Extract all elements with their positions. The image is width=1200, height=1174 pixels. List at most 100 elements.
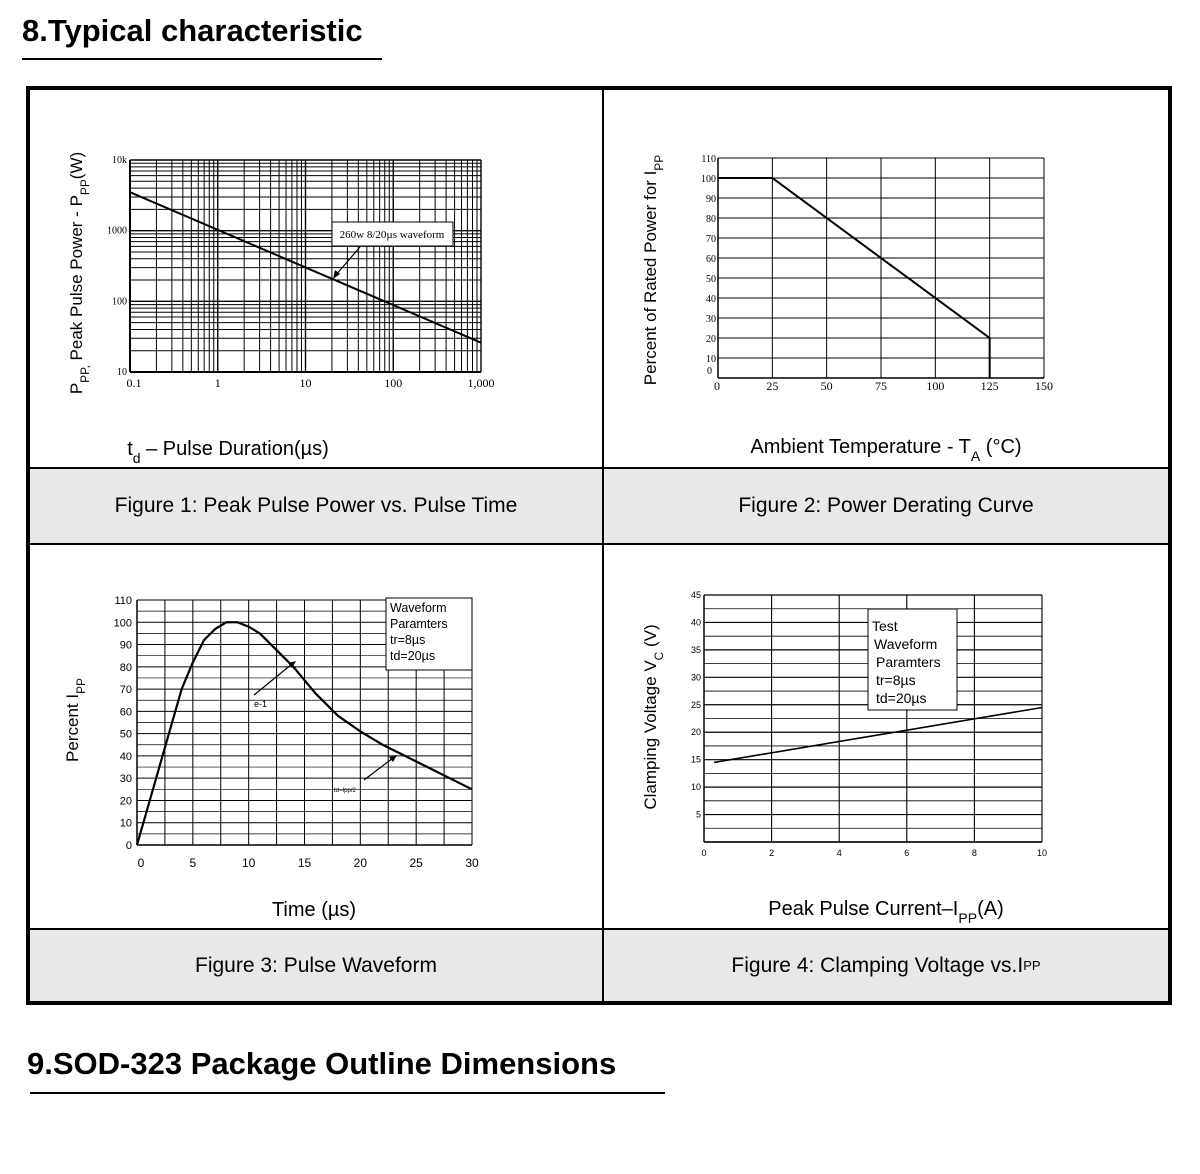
- fig3-x-axis-label: Time (µs): [272, 899, 356, 921]
- fig1-y-tick-label: 10k: [112, 155, 127, 166]
- section-8-title: 8.Typical characteristic: [22, 13, 363, 48]
- fig1-y-axis-label: PPP, Peak Pulse Power - PPP(W): [67, 152, 92, 394]
- fig1-x-tick-label: 100: [384, 376, 402, 390]
- fig3-legend-line: Waveform: [390, 601, 447, 615]
- fig2-y-axis-label-part-1: PP: [652, 155, 666, 171]
- fig4-series-line: [714, 706, 1043, 764]
- fig4-y-tick-label: 30: [691, 672, 701, 682]
- grid-divider-vertical: [602, 90, 604, 1001]
- fig4-x-tick-label: 8: [972, 848, 977, 858]
- fig4-legend-line: Paramters: [876, 654, 941, 670]
- fig2-y-tick-label: 30: [706, 314, 716, 325]
- fig2-y-axis-label: Percent of Rated Power for IPP: [641, 155, 666, 385]
- fig1-y-axis-label-part-0: P: [67, 383, 86, 394]
- figure-1-caption: Figure 1: Peak Pulse Power vs. Pulse Tim…: [30, 469, 602, 543]
- fig4-y-axis-label-part-2: (V): [641, 624, 660, 651]
- fig4-y-tick-label: 5: [696, 810, 701, 820]
- fig2-x-tick-label: 50: [821, 379, 833, 393]
- fig3-y-tick-label: 70: [120, 684, 132, 696]
- fig2-y-tick-label: 70: [706, 234, 716, 245]
- fig2-y-tick-label: 20: [706, 334, 716, 345]
- fig3-annotation-e-arrow: [253, 663, 293, 696]
- section-9-title: 9.SOD-323 Package Outline Dimensions: [27, 1046, 617, 1081]
- section-8-rule: [22, 58, 382, 60]
- fig3-y-tick-label: 90: [120, 640, 132, 652]
- fig1-annotation-arrowhead: [333, 270, 340, 279]
- figures-grid: Figure 1: Peak Pulse Power vs. Pulse Tim…: [26, 86, 1172, 1005]
- fig2-x-tick-label: 25: [766, 379, 778, 393]
- fig3-annotation-e-arrowhead: [288, 661, 296, 668]
- grid-divider-row1-bottom: [30, 543, 1168, 545]
- fig3-y-tick-label: 60: [120, 706, 132, 718]
- fig2-x-axis-label-part-0: Ambient Temperature - T: [750, 436, 970, 458]
- fig2-y-tick-label: 60: [706, 254, 716, 265]
- fig2-x-axis-label: Ambient Temperature - TA (°C): [750, 436, 1021, 464]
- fig2-y-tick-label: 0: [707, 366, 712, 377]
- fig4-legend-line: td=20µs: [876, 690, 927, 706]
- fig3-y-tick-label: 80: [120, 662, 132, 674]
- fig3-y-tick-label: 30: [120, 773, 132, 785]
- fig2-x-tick-label: 75: [875, 379, 887, 393]
- fig4-x-tick-label: 6: [904, 848, 909, 858]
- fig3-annotation-td-arrowhead: [389, 755, 397, 762]
- fig3-y-tick-label: 100: [114, 617, 132, 629]
- fig3-annotation-td-arrow: [363, 757, 394, 781]
- fig1-annotation-arrow: [334, 246, 361, 277]
- fig1-x-axis-label: td – Pulse Duration(µs): [127, 438, 329, 465]
- fig1-x-axis-label-part-1: d: [133, 450, 141, 465]
- fig4-x-tick-label: 4: [837, 848, 842, 858]
- fig3-series-line: [135, 621, 473, 846]
- fig4-y-tick-label: 25: [691, 700, 701, 710]
- fig4-y-tick-label: 35: [691, 645, 701, 655]
- fig3-legend-box: [385, 597, 473, 671]
- fig3-annotation-td: td=Ipp/2: [334, 788, 357, 794]
- fig4-y-axis-label-part-0: Clamping Voltage V: [641, 660, 660, 810]
- fig3-y-tick-label: 50: [120, 729, 132, 741]
- fig3-legend-line: td=20µs: [390, 649, 435, 663]
- figure-3-caption-text: Figure 3: Pulse Waveform: [195, 953, 437, 977]
- fig4-x-axis-label-part-1: PP: [958, 910, 977, 925]
- fig3-y-tick-label: 40: [120, 751, 132, 763]
- fig4-y-tick-label: 20: [691, 727, 701, 737]
- figure-4-chart: 0 2 4 6 8 10 5 10 15 20 25 30 35 40 45 Test Waveform Para…: [641, 590, 1047, 925]
- fig4-legend-box: [867, 608, 958, 711]
- fig2-x-tick-label: 150: [1035, 379, 1053, 393]
- figure-3-caption: Figure 3: Pulse Waveform: [30, 930, 602, 1001]
- fig3-x-tick-label: 15: [298, 856, 312, 870]
- fig3-y-tick-label: 0: [126, 840, 132, 852]
- fig4-y-axis-label-part-1: C: [652, 651, 666, 660]
- fig3-legend-line: Paramters: [390, 617, 448, 631]
- fig1-annotation-text: 260w 8/20µs waveform: [340, 229, 445, 241]
- fig2-y-tick-label: 90: [706, 194, 716, 205]
- fig4-x-tick-label: 10: [1037, 848, 1047, 858]
- fig3-x-tick-label: 0: [138, 856, 145, 870]
- fig4-x-axis-label-part-2: (A): [977, 898, 1004, 920]
- fig1-x-tick-label: 1,000: [468, 376, 495, 390]
- fig1-y-axis-label-part-2: Peak Pulse Power - P: [67, 195, 86, 365]
- fig3-annotation-e: e-1: [254, 699, 267, 709]
- fig1-x-axis-label-part-2: – Pulse Duration(µs): [141, 438, 329, 460]
- fig2-x-tick-label: 100: [926, 379, 944, 393]
- fig4-x-axis-label-part-0: Peak Pulse Current–I: [768, 898, 958, 920]
- fig1-y-tick-label: 10: [117, 367, 127, 378]
- fig1-y-tick-label: 1000: [107, 226, 127, 237]
- figure-3-chart: 0 5 10 15 20 25 30 0 10 20 30 40 50 60 70 80 90 100 110 Wav…: [63, 595, 479, 921]
- fig3-x-tick-label: 5: [189, 856, 196, 870]
- fig1-x-tick-label: 0.1: [127, 376, 142, 390]
- figure-2-caption: Figure 2: Power Derating Curve: [604, 469, 1168, 543]
- fig4-legend-line: Test: [872, 618, 898, 634]
- fig4-y-tick-label: 10: [691, 782, 701, 792]
- fig2-x-axis-label-part-1: A: [971, 448, 981, 464]
- fig4-x-tick-label: 2: [769, 848, 774, 858]
- fig3-y-tick-label: 110: [114, 595, 132, 607]
- fig4-legend-line: Waveform: [874, 636, 937, 652]
- fig3-annotation-e-part-0: e: [254, 699, 259, 709]
- fig1-y-axis-label-part-3: PP: [78, 179, 92, 195]
- fig2-y-axis-label-part-0: Percent of Rated Power for I: [641, 171, 660, 386]
- fig4-y-tick-label: 40: [691, 617, 701, 627]
- fig4-y-axis-label: Clamping Voltage VC (V): [641, 624, 666, 809]
- figure-2-chart: 0 25 50 75 100 125 150010203040506070809010011…: [641, 154, 1053, 464]
- fig1-x-tick-label: 1: [215, 376, 221, 390]
- fig1-annotation-box: [331, 221, 454, 247]
- fig2-y-tick-label: 10: [706, 354, 716, 365]
